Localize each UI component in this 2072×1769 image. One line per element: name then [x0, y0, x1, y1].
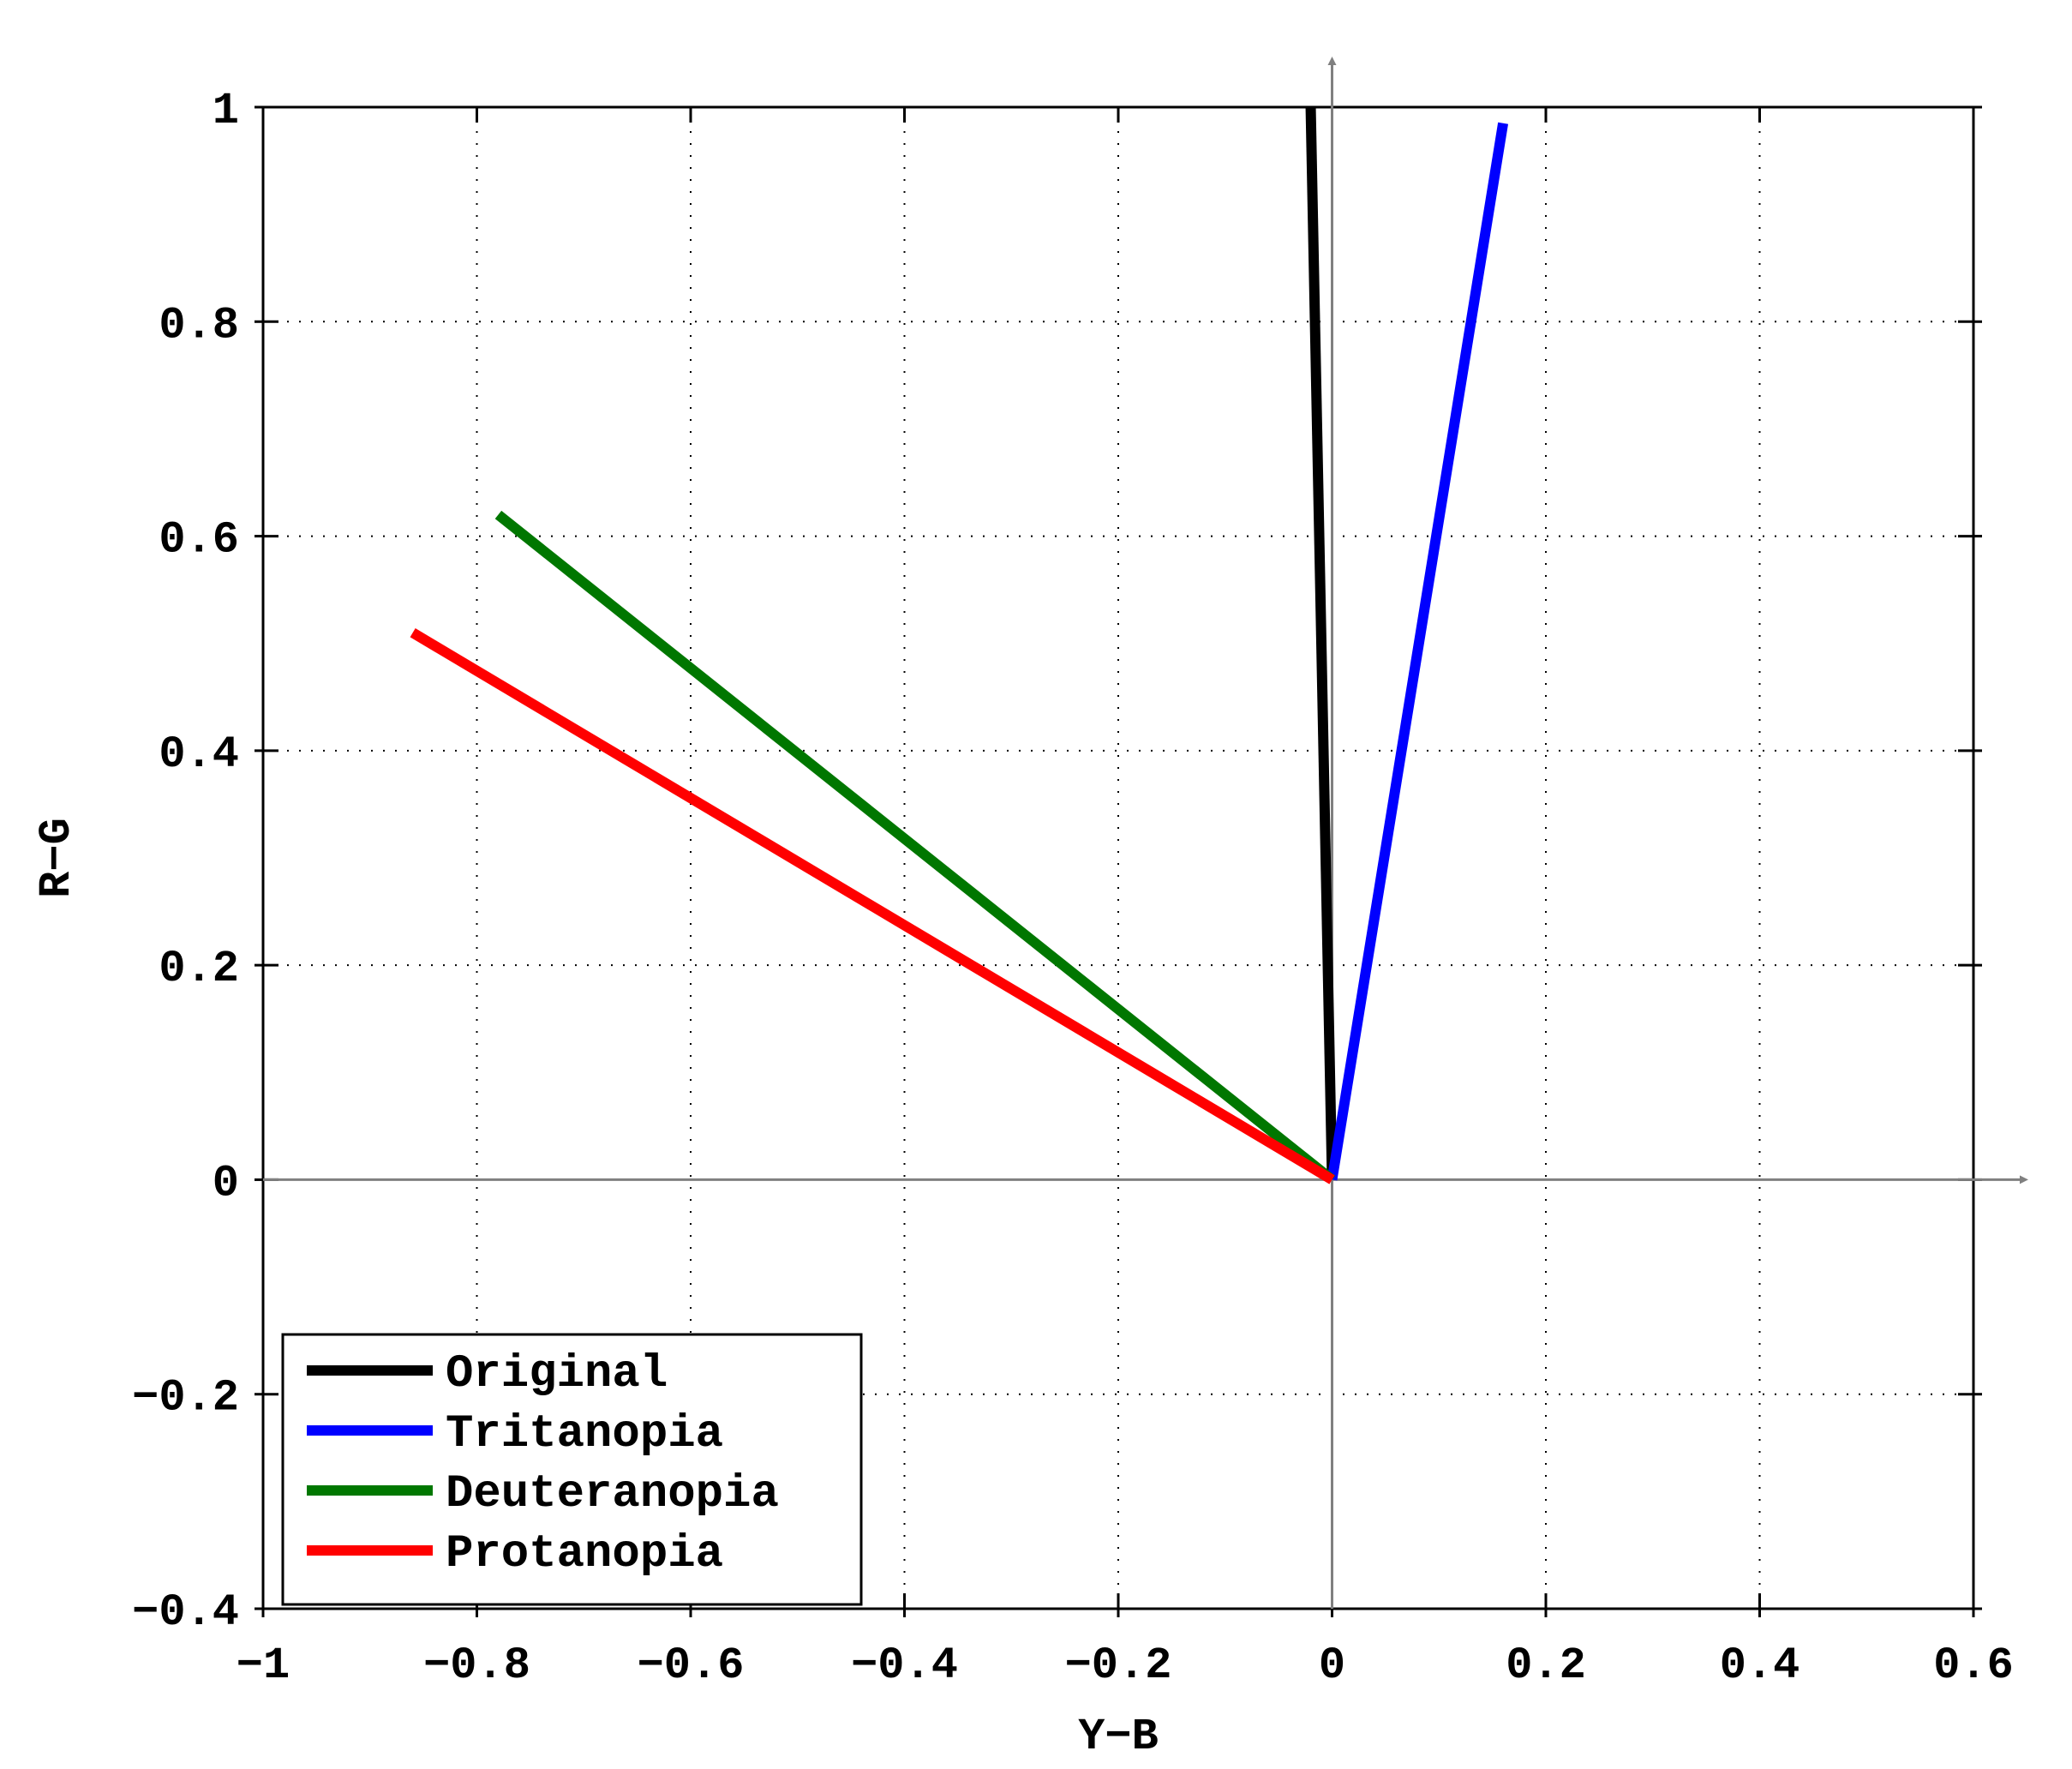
series-line-deuteranopia — [494, 510, 1336, 1184]
tick-labels: −1 −0.8 −0.6 −0.4 −0.2 0 0.2 0.4 0.6 −0.4 −0.2 0 0.2… — [132, 86, 2014, 1691]
y-tick-label: −0.4 — [132, 1587, 239, 1638]
y-tick-label: 0.6 — [159, 515, 239, 566]
x-tick-label: 0.6 — [1933, 1640, 2014, 1691]
legend-label-original: Original — [446, 1348, 668, 1400]
legend-label-tritanopia: Tritanopia — [446, 1408, 723, 1460]
x-tick-label: −1 — [237, 1640, 290, 1691]
series-lines — [410, 106, 1509, 1184]
x-tick-label: 0.2 — [1506, 1640, 1586, 1691]
y-tick-label: 0.2 — [159, 944, 239, 994]
x-tick-label: −0.4 — [851, 1640, 958, 1691]
legend-label-deuteranopia: Deuteranopia — [446, 1468, 779, 1520]
y-tick-label: 0 — [213, 1158, 239, 1208]
legend: Original Tritanopia Deuteranopia Protanopia — [281, 1333, 863, 1606]
x-tick-label: −0.8 — [423, 1640, 530, 1691]
x-axis-title: Y−B — [1078, 1712, 1159, 1762]
y-tick-label: 0.4 — [159, 729, 239, 780]
x-tick-label: 0.4 — [1720, 1640, 1800, 1691]
series-line-original — [1305, 106, 1338, 1180]
origin-axes — [263, 57, 2028, 1609]
series-line-tritanopia — [1326, 122, 1509, 1181]
y-tick-label: −0.2 — [132, 1373, 239, 1424]
y-tick-label: 0.8 — [159, 300, 239, 351]
series-line-protanopia — [410, 628, 1335, 1184]
x-tick-label: 0 — [1319, 1640, 1345, 1691]
x-tick-label: −0.2 — [1065, 1640, 1172, 1691]
legend-box — [281, 1333, 863, 1606]
x-tick-label: −0.6 — [638, 1640, 745, 1691]
y-axis-title: R−G — [32, 818, 82, 898]
legend-label-protanopia: Protanopia — [446, 1528, 723, 1580]
y-tick-label: 1 — [213, 86, 239, 136]
